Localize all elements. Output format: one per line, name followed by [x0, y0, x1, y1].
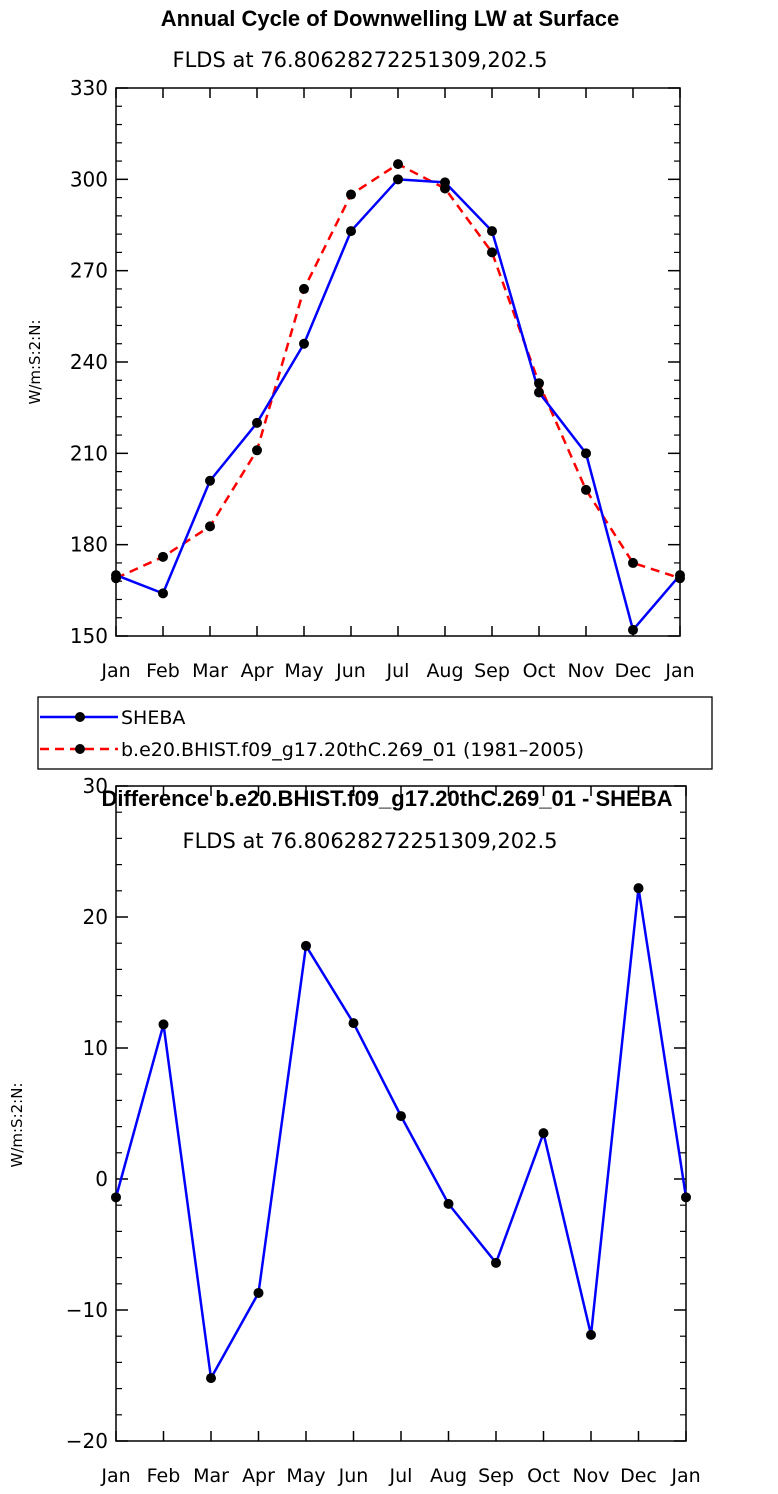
x-tick-label: Jan [670, 1465, 700, 1487]
y-tick-label: −20 [66, 1429, 108, 1453]
x-tick-label: Jul [389, 1465, 413, 1487]
x-tick-label: Oct [527, 1465, 560, 1487]
series-0-point [205, 475, 215, 486]
series-0-point [534, 387, 544, 398]
x-tick-label: Jun [338, 1465, 369, 1487]
series-0-point [628, 624, 638, 635]
x-tick-label: Nov [567, 660, 604, 682]
series-1-point [205, 521, 215, 532]
series-0-point [158, 1019, 169, 1030]
y-tick-label: 330 [70, 76, 108, 100]
x-tick-label: May [286, 1465, 325, 1487]
series-0-point [581, 448, 591, 459]
y-tick-label: 20 [83, 905, 108, 929]
x-tick-label: May [284, 660, 323, 682]
x-tick-label: Jan [100, 660, 130, 682]
x-tick-label: Dec [620, 1465, 657, 1487]
x-tick-label: Mar [193, 1465, 229, 1487]
series-0-point [487, 226, 497, 237]
chart1-legend: SHEBA b.e20.BHIST.f09_g17.20thC.269_01 (… [37, 696, 713, 770]
x-tick-label: Apr [242, 1465, 275, 1487]
series-1-point [158, 551, 168, 562]
y-tick-label: 300 [70, 167, 108, 191]
series-0-point [301, 940, 311, 951]
x-tick-label: Dec [615, 660, 652, 682]
x-tick-label: Sep [474, 660, 510, 682]
x-tick-label: Nov [572, 1465, 609, 1487]
series-1-point [487, 247, 497, 258]
x-tick-label: Aug [430, 1465, 467, 1487]
series-0-point [393, 174, 403, 185]
series-line-0 [115, 178, 681, 632]
series-0-point [111, 1192, 121, 1203]
series-1-point [581, 484, 591, 495]
x-tick-label: Jan [100, 1465, 130, 1487]
chart1-plot-area: 150 180 210 240 270 300 330 Jan Feb Mar Apr May Jun J… [70, 76, 695, 682]
x-tick-label: Feb [146, 660, 180, 682]
y-tick-label: −10 [66, 1298, 108, 1322]
series-0-point [348, 1018, 359, 1029]
x-tick-label: Feb [147, 1465, 181, 1487]
series-0-point [675, 570, 685, 581]
y-tick-label: 240 [70, 350, 108, 374]
x-tick-label: Sep [478, 1465, 514, 1487]
series-1-point [346, 189, 356, 200]
series-0-point [491, 1257, 501, 1268]
x-tick-label: Aug [426, 660, 463, 682]
y-tick-label: 270 [70, 259, 108, 283]
chart1-subtitle: FLDS at 76.80628272251309,202.5 [173, 48, 548, 72]
series-0-point [440, 177, 450, 188]
x-tick-label: Jul [386, 660, 410, 682]
legend-box [37, 696, 713, 770]
series-0-point [346, 226, 356, 237]
legend-marker-sheba [75, 712, 85, 722]
legend-marker-model [75, 744, 85, 754]
chart2-subtitle: FLDS at 76.80628272251309,202.5 [183, 829, 558, 853]
series-0-point [396, 1111, 406, 1122]
chart2-title: Difference b.e20.BHIST.f09_g17.20thC.269… [101, 786, 672, 811]
series-0-point [443, 1198, 454, 1209]
series-0-point [299, 338, 309, 349]
legend-label-model: b.e20.BHIST.f09_g17.20thC.269_01 (1981–2… [121, 739, 584, 761]
y-tick-label: 10 [83, 1036, 108, 1060]
chart1-y-axis-label: W/m:S:2:N: [26, 320, 44, 405]
series-1-point [393, 159, 403, 170]
series-0-point [681, 1192, 691, 1203]
y-tick-label: 0 [95, 1167, 108, 1191]
series-0-point [586, 1329, 596, 1340]
series-0-point [111, 570, 121, 581]
series-1-point [299, 283, 309, 294]
legend-label-sheba: SHEBA [121, 707, 185, 729]
series-0-point [252, 417, 262, 428]
y-tick-label: 180 [70, 533, 108, 557]
plot-frame [115, 87, 681, 637]
series-0-point [633, 883, 644, 894]
series-0-point [206, 1373, 216, 1384]
series-1-point [628, 557, 638, 568]
chart1-title: Annual Cycle of Downwelling LW at Surfac… [161, 6, 619, 31]
y-tick-label: 30 [83, 774, 108, 798]
x-tick-label: Oct [523, 660, 556, 682]
chart2-plot-area: −20 −10 0 10 20 30 Jan Feb Mar Apr May Jun Jul Aug Sep… [66, 774, 701, 1487]
x-tick-label: Jan [664, 660, 694, 682]
series-0-point [158, 588, 168, 599]
series-1-point [534, 378, 544, 389]
series-0-point [538, 1128, 549, 1139]
y-tick-label: 150 [70, 624, 108, 648]
y-tick-label: 210 [70, 441, 108, 465]
x-tick-label: Jun [335, 660, 366, 682]
x-tick-label: Apr [241, 660, 274, 682]
series-0-point [253, 1287, 264, 1298]
chart2-y-axis-label: W/m:S:2:N: [8, 1083, 26, 1168]
series-line-1 [115, 162, 681, 580]
series-line-0 [114, 886, 688, 1380]
x-tick-label: Mar [192, 660, 228, 682]
series-1-point [252, 445, 262, 456]
